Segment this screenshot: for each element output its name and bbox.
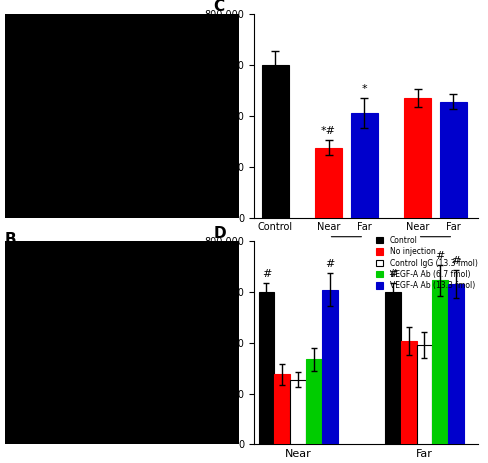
Bar — [417, 345, 432, 444]
Text: #: # — [451, 256, 461, 266]
Bar — [315, 148, 342, 218]
Bar — [440, 102, 467, 218]
Bar — [404, 98, 431, 218]
Bar — [274, 375, 290, 444]
Text: B: B — [5, 232, 17, 246]
Text: *#: *# — [321, 126, 336, 136]
Bar — [262, 65, 288, 218]
Y-axis label: CNV volume per laser
lesion (μm³): CNV volume per laser lesion (μm³) — [180, 289, 201, 396]
Text: D: D — [213, 226, 226, 241]
Text: C: C — [213, 0, 224, 14]
Bar — [290, 380, 306, 444]
Bar — [306, 359, 322, 444]
Bar — [351, 113, 378, 218]
Bar — [401, 341, 417, 444]
Bar — [432, 280, 448, 444]
Text: Day 2: Day 2 — [331, 248, 362, 258]
Bar — [385, 292, 401, 444]
Text: #: # — [436, 251, 445, 261]
Text: A: A — [5, 14, 17, 29]
Bar — [448, 284, 464, 444]
Bar — [322, 290, 338, 444]
Text: #: # — [325, 259, 334, 269]
Text: #: # — [388, 269, 398, 279]
Text: Day 14: Day 14 — [417, 248, 454, 258]
Legend: Control, No injection, Control IgG (13.3 fmol), VEGF-A Ab (6.7 fmol), VEGF-A Ab : Control, No injection, Control IgG (13.3… — [374, 234, 479, 292]
Y-axis label: CNV volume per laser
lesion (μm³): CNV volume per laser lesion (μm³) — [180, 63, 201, 169]
Text: *: * — [362, 84, 367, 94]
Text: #: # — [262, 269, 271, 279]
Bar — [259, 292, 274, 444]
